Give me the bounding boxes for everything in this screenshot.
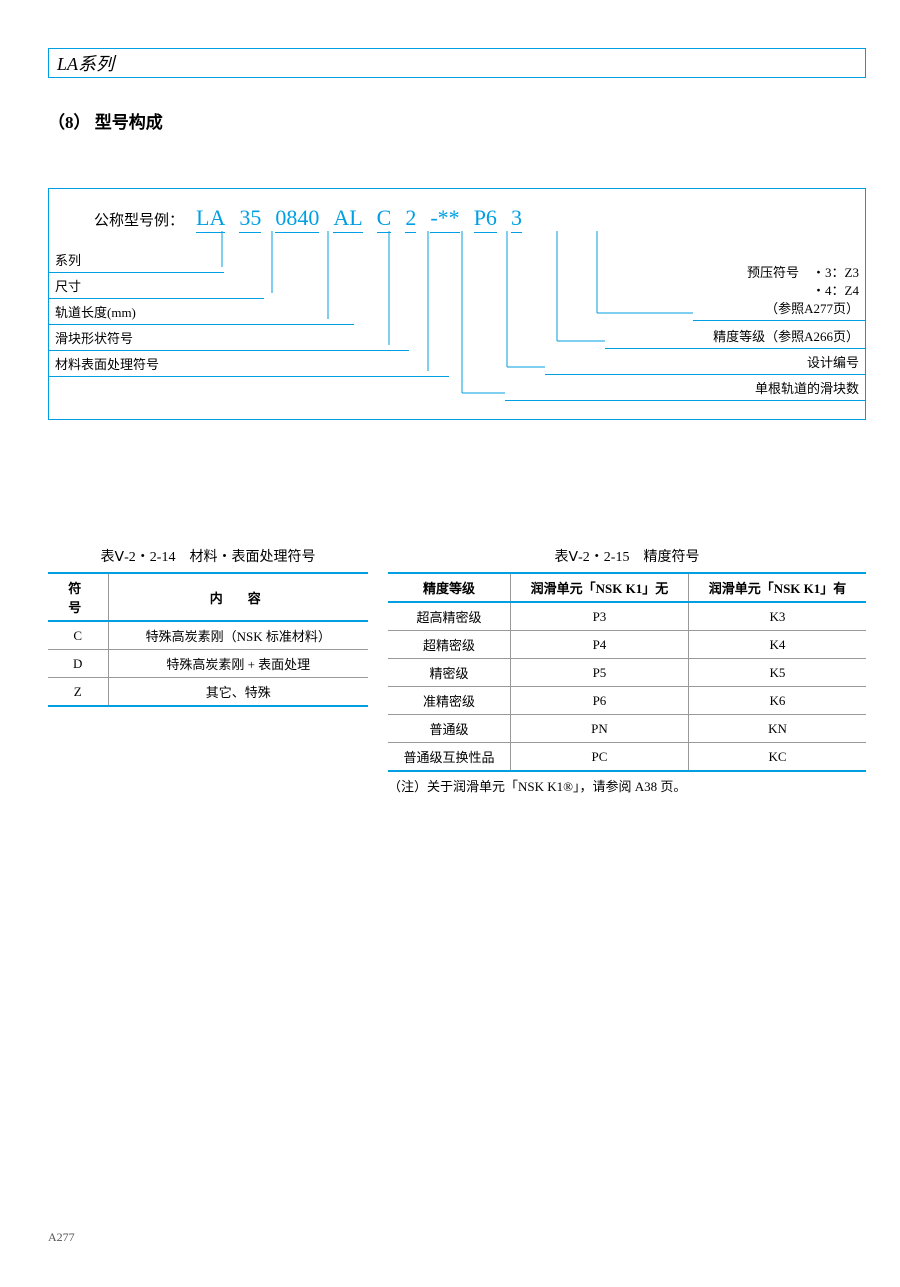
table-cell: D	[48, 650, 108, 678]
left-label: 材料表面处理符号	[49, 351, 449, 377]
table-cell: 普通级互换性品	[388, 743, 510, 772]
table2-note: （注）关于润滑单元「NSK K1®」，请参阅 A38 页。	[388, 776, 866, 795]
table-cell: PN	[510, 715, 688, 743]
series-title-bar: LA系列	[48, 48, 866, 78]
table-cell: 特殊高炭素刚 + 表面处理	[108, 650, 368, 678]
right-label: 精度等级（参照A266页）	[605, 323, 865, 349]
table-header: 内 容	[108, 573, 368, 621]
table-cell: 普通级	[388, 715, 510, 743]
material-table: 符 号内 容C特殊高炭素刚（NSK 标准材料）D特殊高炭素刚 + 表面处理Z其它…	[48, 572, 368, 707]
model-segment: 2	[405, 205, 416, 233]
tables-row: 表Ⅴ-2・2-14 材料・表面处理符号 符 号内 容C特殊高炭素刚（NSK 标准…	[48, 546, 866, 795]
model-segment: LA	[196, 205, 225, 233]
table-cell: 超高精密级	[388, 602, 510, 631]
table-row: 准精密级P6K6	[388, 687, 866, 715]
table1-caption: 表Ⅴ-2・2-14 材料・表面处理符号	[48, 546, 368, 566]
model-segment: 3	[511, 205, 522, 233]
table-cell: K5	[688, 659, 866, 687]
precision-table: 精度等级润滑单元「NSK K1」无润滑单元「NSK K1」有超高精密级P3K3超…	[388, 572, 866, 772]
right-label: （参照A277页）	[693, 295, 865, 321]
left-label: 尺寸	[49, 273, 264, 299]
table-row: Z其它、特殊	[48, 678, 368, 707]
table-row: 超高精密级P3K3	[388, 602, 866, 631]
model-segment: P6	[474, 205, 497, 233]
section-heading: （8） 型号构成	[48, 108, 163, 133]
table-cell: KC	[688, 743, 866, 772]
table-row: 普通级PNKN	[388, 715, 866, 743]
table-header: 符 号	[48, 573, 108, 621]
table-cell: K6	[688, 687, 866, 715]
table-cell: K4	[688, 631, 866, 659]
table-row: C特殊高炭素刚（NSK 标准材料）	[48, 621, 368, 650]
left-label: 滑块形状符号	[49, 325, 409, 351]
model-breakdown-diagram: 公称型号例： LA 35 0840 AL C2 -** P6 3 系列尺寸轨道长度(mm)滑块…	[48, 188, 866, 420]
table-cell: P6	[510, 687, 688, 715]
model-label: 公称型号例：	[94, 209, 184, 230]
table-header: 润滑单元「NSK K1」无	[510, 573, 688, 602]
table-row: 超精密级P4K4	[388, 631, 866, 659]
table2-caption: 表Ⅴ-2・2-15 精度符号	[388, 546, 866, 566]
right-label: 设计编号	[545, 349, 865, 375]
model-segment: -**	[430, 205, 459, 233]
table-cell: K3	[688, 602, 866, 631]
table-cell: 超精密级	[388, 631, 510, 659]
table-cell: KN	[688, 715, 866, 743]
table-cell: PC	[510, 743, 688, 772]
table-cell: 准精密级	[388, 687, 510, 715]
page-number: A277	[48, 1230, 75, 1245]
model-segment: AL	[333, 205, 362, 233]
table-cell: P3	[510, 602, 688, 631]
material-table-block: 表Ⅴ-2・2-14 材料・表面处理符号 符 号内 容C特殊高炭素刚（NSK 标准…	[48, 546, 368, 795]
model-segment: 35	[239, 205, 261, 233]
table-cell: 其它、特殊	[108, 678, 368, 707]
table-cell: 特殊高炭素刚（NSK 标准材料）	[108, 621, 368, 650]
table-cell: P4	[510, 631, 688, 659]
table-row: 精密级P5K5	[388, 659, 866, 687]
table-row: 普通级互换性品PCKC	[388, 743, 866, 772]
precision-table-block: 表Ⅴ-2・2-15 精度符号 精度等级润滑单元「NSK K1」无润滑单元「NSK…	[388, 546, 866, 795]
table-cell: P5	[510, 659, 688, 687]
table-cell: C	[48, 621, 108, 650]
model-number-line: 公称型号例： LA 35 0840 AL C2 -** P6 3	[94, 205, 536, 231]
table-header: 精度等级	[388, 573, 510, 602]
model-segment: 0840	[275, 205, 319, 233]
table-row: D特殊高炭素刚 + 表面处理	[48, 650, 368, 678]
table-cell: 精密级	[388, 659, 510, 687]
left-label: 轨道长度(mm)	[49, 299, 354, 325]
model-segment: C	[377, 205, 392, 233]
table-header: 润滑单元「NSK K1」有	[688, 573, 866, 602]
right-label: 单根轨道的滑块数	[505, 375, 865, 401]
series-title: LA系列	[57, 50, 114, 76]
left-label: 系列	[49, 247, 224, 273]
table-cell: Z	[48, 678, 108, 707]
